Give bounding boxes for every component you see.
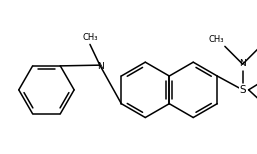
Text: CH₃: CH₃ bbox=[82, 33, 98, 42]
Text: N: N bbox=[97, 62, 104, 71]
Text: S: S bbox=[239, 85, 246, 95]
Text: CH₃: CH₃ bbox=[208, 35, 224, 44]
Text: N: N bbox=[239, 59, 246, 68]
